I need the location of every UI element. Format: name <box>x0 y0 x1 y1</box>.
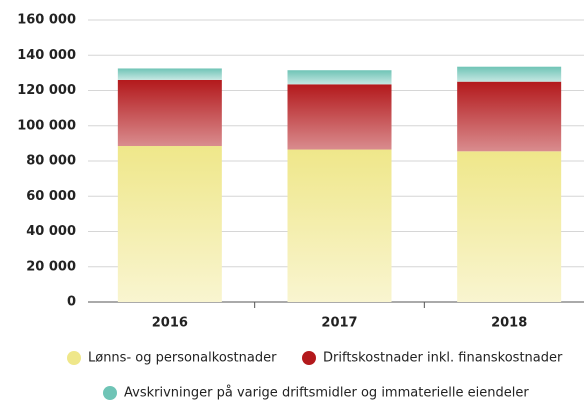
legend-marker <box>302 351 316 365</box>
legend-marker <box>67 351 81 365</box>
bar-segment <box>287 149 392 302</box>
y-tick-label: 100 000 <box>17 118 76 133</box>
y-tick-label: 60 000 <box>26 189 76 204</box>
legend-label: Driftskostnader inkl. finanskostnader <box>323 351 563 366</box>
bar-segment <box>117 79 222 147</box>
y-tick-label: 80 000 <box>26 154 76 169</box>
y-tick-label: 0 <box>67 295 76 310</box>
y-tick-label: 140 000 <box>17 48 76 63</box>
bar-segment <box>117 146 222 302</box>
x-tick-label: 2016 <box>152 316 188 331</box>
y-tick-label: 120 000 <box>17 83 76 98</box>
bar-segment <box>457 81 562 152</box>
legend-marker <box>103 386 117 400</box>
bar-segment <box>457 151 562 302</box>
legend-label: Avskrivninger på varige driftsmidler og … <box>124 386 529 400</box>
x-tick-label: 2018 <box>491 316 527 331</box>
x-tick-label: 2017 <box>321 316 357 331</box>
bar-segment <box>287 70 392 85</box>
bar-segment <box>457 66 562 82</box>
y-tick-label: 40 000 <box>26 224 76 239</box>
bar-segment <box>117 68 222 80</box>
legend-label: Lønns- og personalkostnader <box>88 351 277 366</box>
y-tick-label: 160 000 <box>17 13 76 28</box>
bar-segment <box>287 84 392 150</box>
y-tick-label: 20 000 <box>26 259 76 274</box>
